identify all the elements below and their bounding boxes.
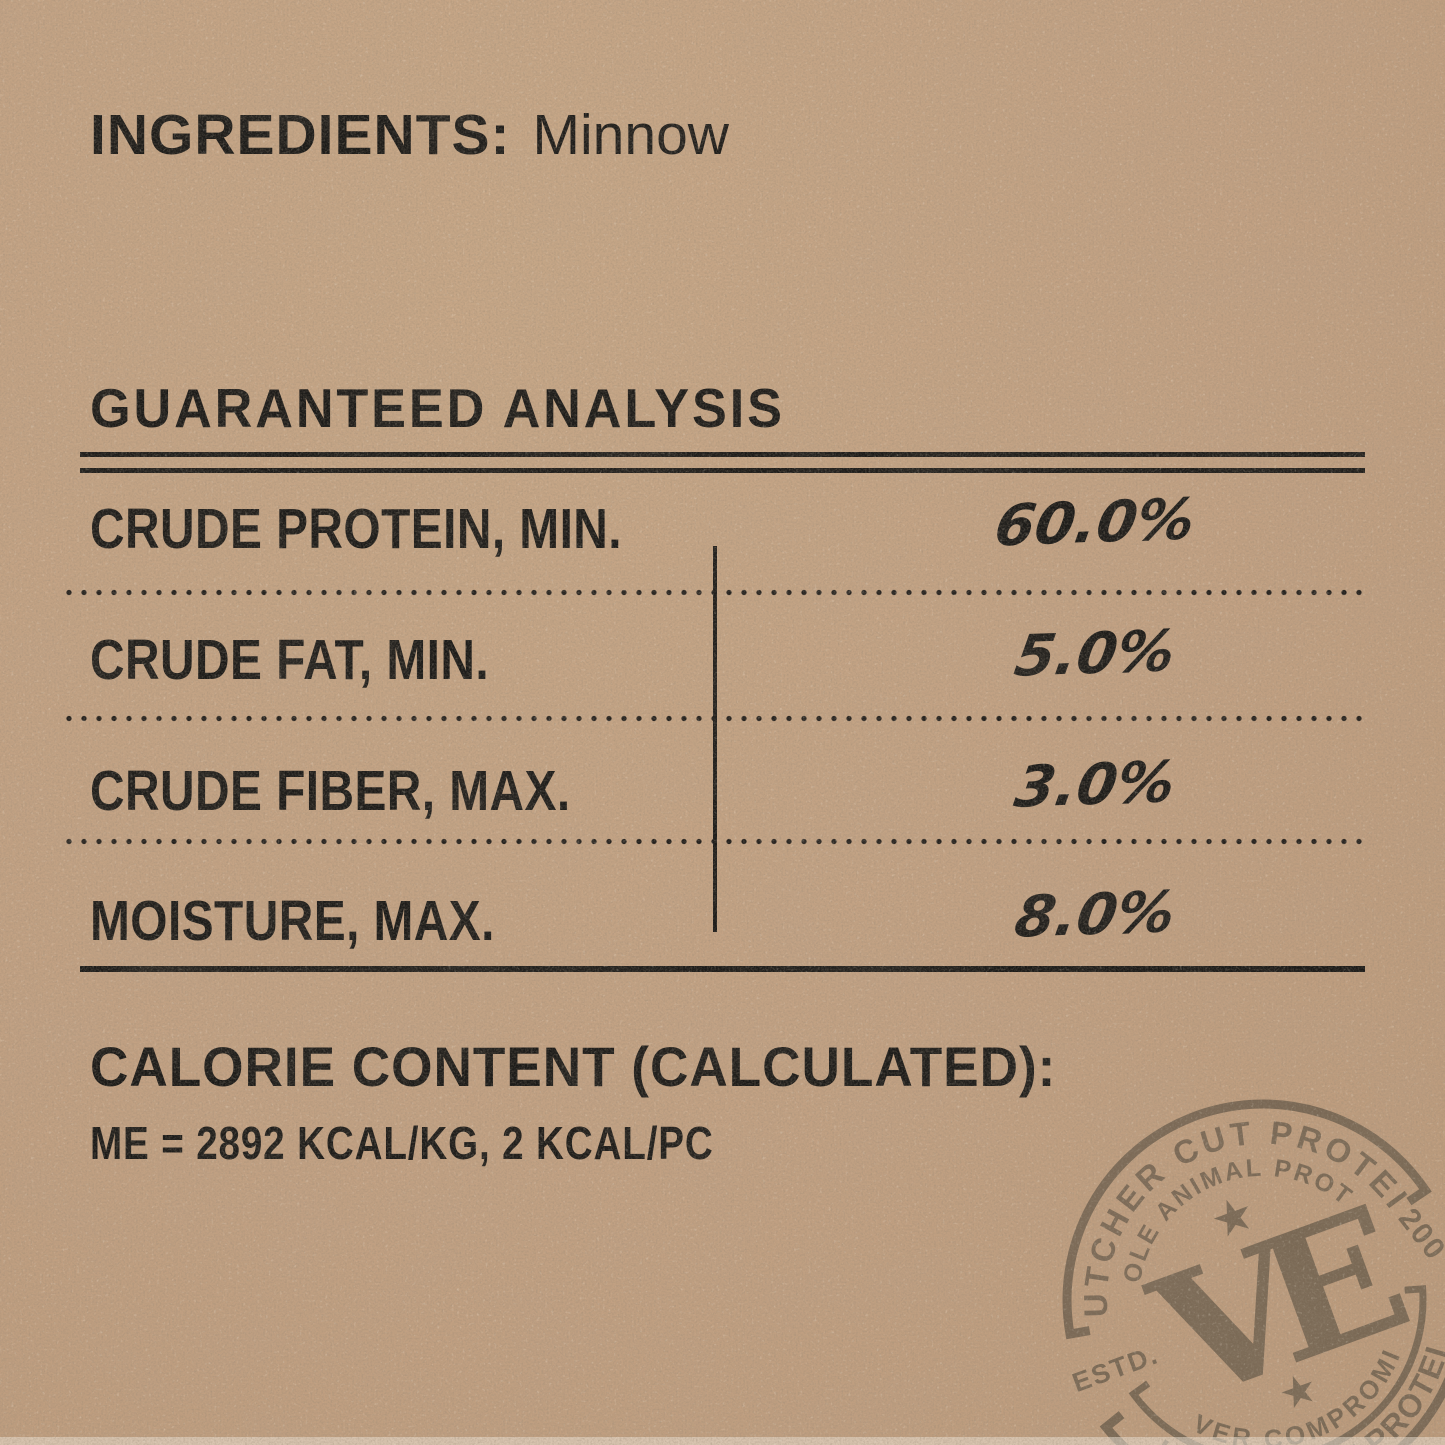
row-value-crude-fat: 5.0%: [1010, 618, 1180, 690]
row-label-moisture: MOISTURE, MAX.: [90, 889, 495, 953]
stamp-year-text: 200: [1392, 1202, 1445, 1266]
guaranteed-analysis-title: GUARANTEED ANALYSIS: [90, 377, 785, 439]
row-value-crude-protein: 60.0%: [990, 486, 1200, 560]
double-rule-bottom: [80, 468, 1365, 473]
row-value-crude-fiber: 3.0%: [1010, 749, 1180, 821]
row-value-moisture: 8.0%: [1010, 879, 1180, 951]
double-rule-top: [80, 452, 1365, 457]
ingredients-label: INGREDIENTS:: [90, 103, 511, 167]
row-label-crude-protein: CRUDE PROTEIN, MIN.: [90, 497, 623, 561]
row-label-crude-fat: CRUDE FAT, MIN.: [90, 628, 490, 692]
table-column-divider: [713, 546, 717, 932]
paper-bottom-edge: [0, 1437, 1445, 1445]
ingredients-value: Minnow: [532, 103, 729, 167]
row-label-crude-fiber: CRUDE FIBER, MAX.: [90, 759, 571, 823]
butcher-cut-protein-stamp: BUTCHER CUT PROTEIN WHOLE ANIMAL PROTEIN…: [1030, 1063, 1445, 1445]
stamp-estd-text: ESTD.: [1068, 1339, 1162, 1398]
calorie-content-value: ME = 2892 KCAL/KG, 2 KCAL/PC: [90, 1117, 714, 1169]
ingredients-line: INGREDIENTS: Minnow: [90, 102, 729, 168]
table-bottom-rule: [80, 966, 1365, 972]
